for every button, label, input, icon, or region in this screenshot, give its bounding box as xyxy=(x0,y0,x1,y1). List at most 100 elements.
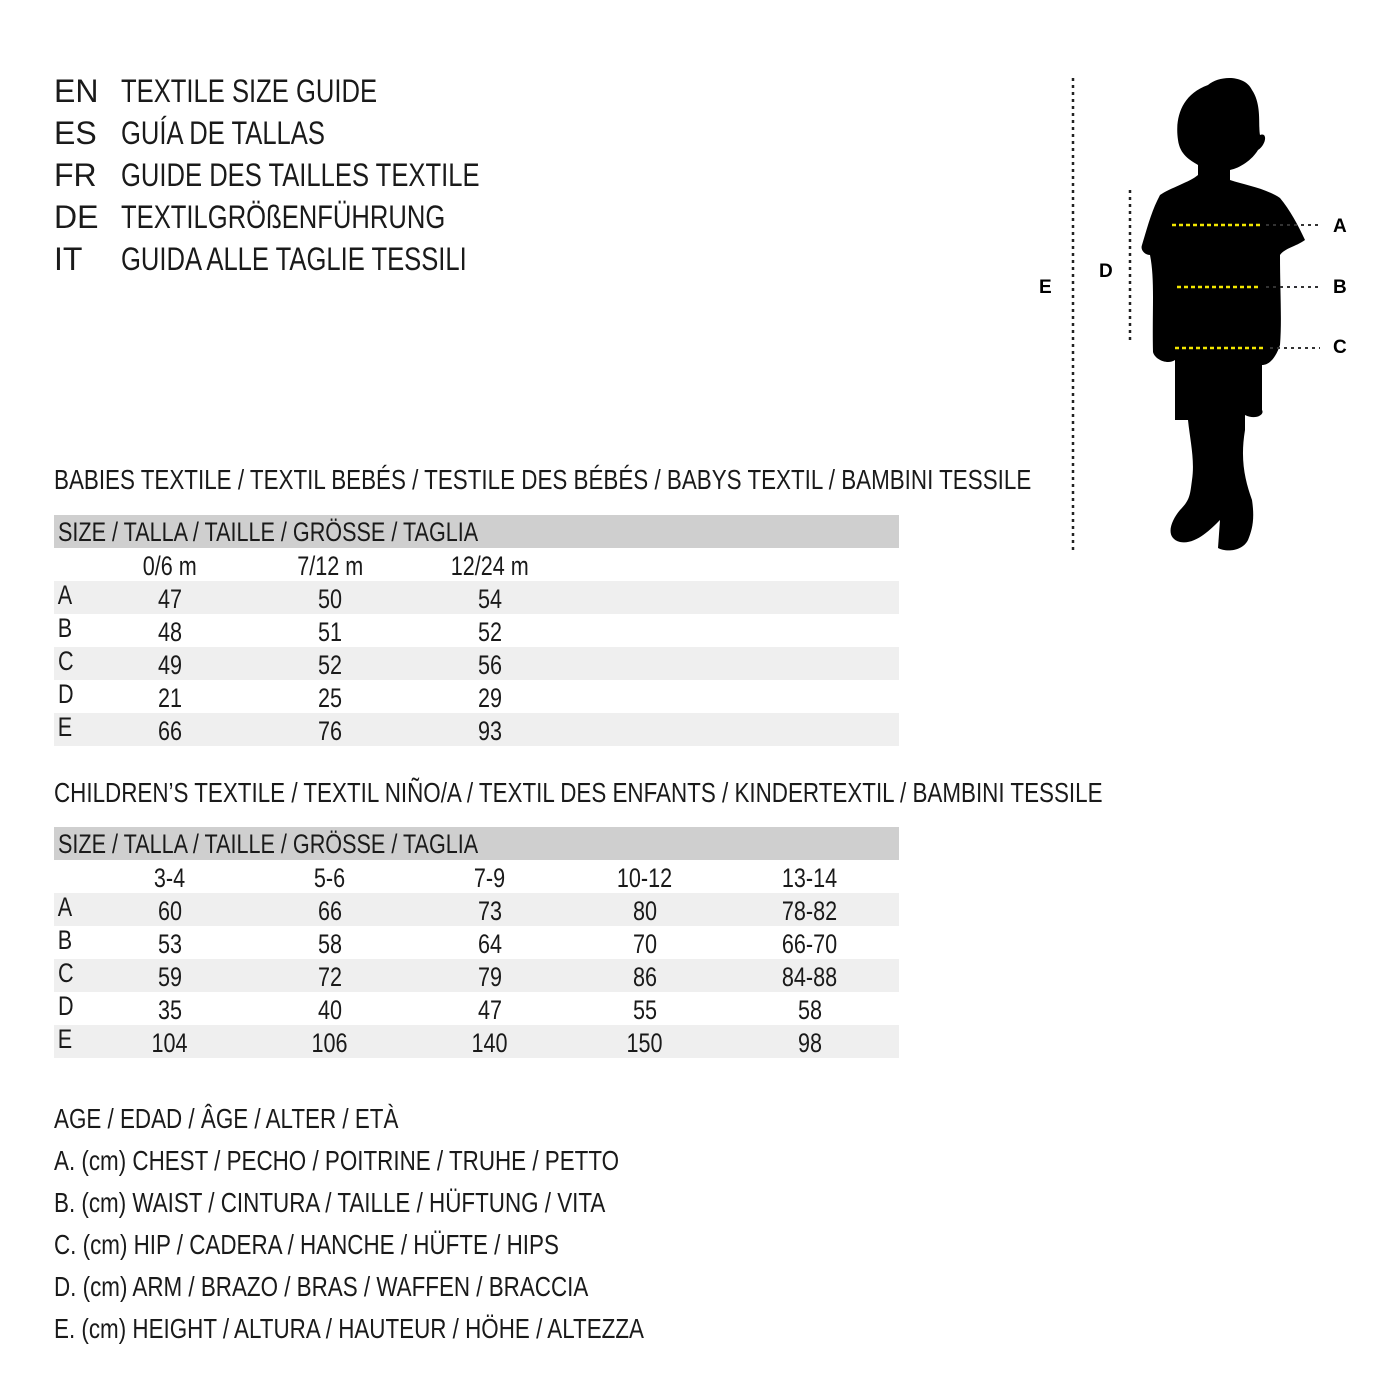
label-e: E xyxy=(1039,277,1052,298)
language-code: IT xyxy=(54,241,83,277)
column-header-text: 7-9 xyxy=(474,863,506,893)
column-header-text: 3-4 xyxy=(154,863,186,893)
table-cell: 52 xyxy=(430,614,550,651)
guide-title: TEXTILE SIZE GUIDE xyxy=(121,70,441,112)
row-label: E xyxy=(57,712,73,742)
cell-value: 59 xyxy=(157,962,183,992)
title-line: IT GUIDA ALLE TAGLIE TESSILI xyxy=(0,238,600,280)
table-cell: 51 xyxy=(270,614,390,651)
cell-value: 78-82 xyxy=(782,896,838,926)
cell-value: 98 xyxy=(797,1028,823,1058)
column-header-text: 12/24 m xyxy=(450,551,530,581)
table-cell: 66 xyxy=(110,713,230,750)
cell-value: 64 xyxy=(477,929,503,959)
column-header-text: 13-14 xyxy=(782,863,838,893)
cell-value: 25 xyxy=(317,683,343,713)
table-cell: 104 xyxy=(110,1025,230,1062)
column-header-text: 0/6 m xyxy=(142,551,198,581)
table-cell: 80 xyxy=(585,893,705,930)
cell-value: 86 xyxy=(632,962,658,992)
cell-value: 21 xyxy=(157,683,183,713)
cell-value: 80 xyxy=(632,896,658,926)
table-cell: 56 xyxy=(430,647,550,684)
cell-value: 106 xyxy=(311,1028,349,1058)
cell-value: 66 xyxy=(157,716,183,746)
cell-value: 50 xyxy=(317,584,343,614)
legend-text: B. (cm) WAIST / CINTURA / TAILLE / HÜFTU… xyxy=(54,1187,606,1218)
cell-value: 35 xyxy=(157,995,183,1025)
table-cell: 55 xyxy=(585,992,705,1029)
cell-value: 40 xyxy=(317,995,343,1025)
cell-value: 55 xyxy=(632,995,658,1025)
cell-value: 47 xyxy=(477,995,503,1025)
babies-heading-text: BABIES TEXTILE / TEXTIL BEBÉS / TESTILE … xyxy=(54,464,1032,495)
table-row: C 59 72 79 86 84-88 xyxy=(54,958,899,992)
age-columns-row: 3-4 5-6 7-9 10-12 13-14 xyxy=(54,860,899,893)
cell-value: 47 xyxy=(157,584,183,614)
table-cell: 49 xyxy=(110,647,230,684)
cell-value: 76 xyxy=(317,716,343,746)
cell-value: 29 xyxy=(477,683,503,713)
cell-value: 52 xyxy=(317,650,343,680)
label-a: A xyxy=(1333,216,1347,237)
language-code: FR xyxy=(54,157,97,193)
babies-heading: BABIES TEXTILE / TEXTIL BEBÉS / TESTILE … xyxy=(54,464,1276,496)
legend-text: AGE / EDAD / ÂGE / ALTER / ETÀ xyxy=(54,1103,399,1134)
cell-value: 66 xyxy=(317,896,343,926)
table-cell: 140 xyxy=(430,1025,550,1062)
size-header: SIZE / TALLA / TAILLE / GRÖSSE / TAGLIA xyxy=(54,515,899,548)
legend-text: D. (cm) ARM / BRAZO / BRAS / WAFFEN / BR… xyxy=(54,1271,589,1302)
column-header: 7/12 m xyxy=(270,548,390,585)
table-cell: 93 xyxy=(430,713,550,750)
table-cell: 78-82 xyxy=(750,893,870,930)
table-cell: 48 xyxy=(110,614,230,651)
table-cell: 25 xyxy=(270,680,390,717)
table-row: A 47 50 54 xyxy=(54,580,899,614)
child-silhouette-icon xyxy=(1141,78,1305,551)
column-header: 5-6 xyxy=(270,860,390,897)
table-cell: 66-70 xyxy=(750,926,870,963)
table-cell: 50 xyxy=(270,581,390,618)
language-code: ES xyxy=(54,115,97,151)
guide-title-text: GUIDE DES TAILLES TEXTILE xyxy=(121,157,480,193)
legend-line: AGE / EDAD / ÂGE / ALTER / ETÀ xyxy=(54,1103,485,1135)
row-label: A xyxy=(57,892,73,922)
table-cell: 86 xyxy=(585,959,705,996)
cell-value: 58 xyxy=(797,995,823,1025)
cell-value: 73 xyxy=(477,896,503,926)
legend-line: A. (cm) CHEST / PECHO / POITRINE / TRUHE… xyxy=(54,1145,760,1177)
cell-value: 104 xyxy=(151,1028,189,1058)
title-line: EN TEXTILE SIZE GUIDE xyxy=(0,70,600,112)
guide-title-text: GUÍA DE TALLAS xyxy=(121,115,325,151)
table-row: B 53 58 64 70 66-70 xyxy=(54,925,899,959)
table-cell: 58 xyxy=(270,926,390,963)
child-silhouette-diagram: A B C D E xyxy=(1039,78,1347,552)
table-row: B 48 51 52 xyxy=(54,613,899,647)
cell-value: 53 xyxy=(157,929,183,959)
size-header: SIZE / TALLA / TAILLE / GRÖSSE / TAGLIA xyxy=(54,827,899,860)
table-row: E 66 76 93 xyxy=(54,712,899,746)
row-label: D xyxy=(57,679,74,709)
column-header: 7-9 xyxy=(430,860,550,897)
table-cell: 79 xyxy=(430,959,550,996)
guide-title-text: TEXTILE SIZE GUIDE xyxy=(121,73,378,109)
guide-title-text: TEXTILGRÖßENFÜHRUNG xyxy=(121,199,446,235)
size-header-text: SIZE / TALLA / TAILLE / GRÖSSE / TAGLIA xyxy=(58,517,479,547)
table-row: D 21 25 29 xyxy=(54,679,899,713)
column-header: 13-14 xyxy=(750,860,870,897)
cell-value: 93 xyxy=(477,716,503,746)
cell-value: 66-70 xyxy=(782,929,838,959)
legend-text: C. (cm) HIP / CADERA / HANCHE / HÜFTE / … xyxy=(54,1229,559,1260)
table-cell: 84-88 xyxy=(750,959,870,996)
column-header-text: 7/12 m xyxy=(296,551,364,581)
cell-value: 79 xyxy=(477,962,503,992)
table-cell: 60 xyxy=(110,893,230,930)
cell-value: 52 xyxy=(477,617,503,647)
cell-value: 54 xyxy=(477,584,503,614)
cell-value: 58 xyxy=(317,929,343,959)
language-code: EN xyxy=(54,73,99,109)
age-columns-row: 0/6 m 7/12 m 12/24 m xyxy=(54,548,899,581)
table-cell: 47 xyxy=(110,581,230,618)
table-cell: 106 xyxy=(270,1025,390,1062)
cell-value: 51 xyxy=(317,617,343,647)
